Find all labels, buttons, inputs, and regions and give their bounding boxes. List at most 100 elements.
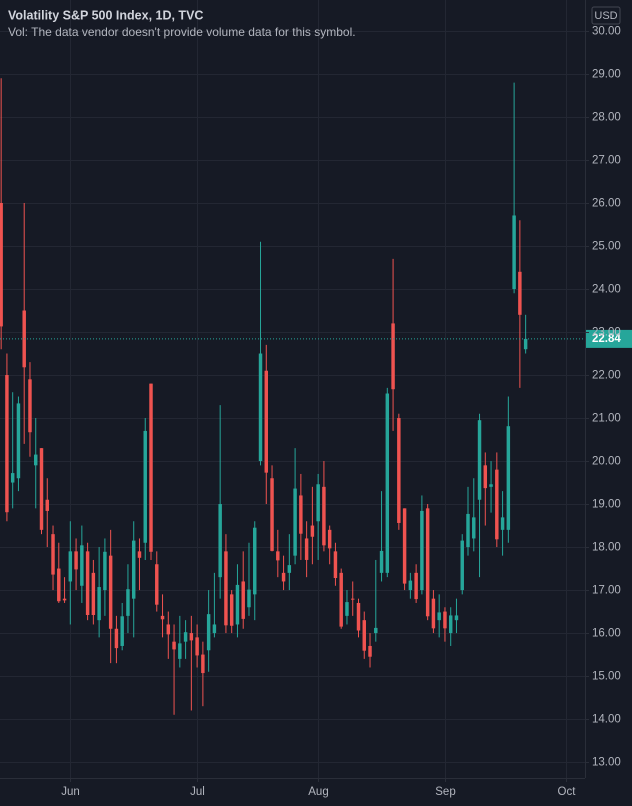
candle-body <box>397 418 401 523</box>
candle-body <box>518 271 522 315</box>
candle-body <box>437 612 441 621</box>
candle-body <box>258 353 263 462</box>
candle-body <box>229 594 234 626</box>
candle-body <box>523 338 528 350</box>
candle-body <box>472 517 476 539</box>
chart-title: Volatility S&P 500 Index, 1D, TVC <box>8 8 203 22</box>
candle-body <box>39 448 44 530</box>
y-tick-label: 25.00 <box>592 241 621 253</box>
candle-body <box>443 611 447 629</box>
candle-body <box>183 632 188 642</box>
candle-body <box>322 486 326 546</box>
y-tick-label: 21.00 <box>592 413 621 425</box>
currency-box[interactable] <box>591 6 621 25</box>
candle-body <box>362 620 366 651</box>
candle-body <box>316 484 320 522</box>
x-tick-label: Jul <box>190 786 205 798</box>
candle-body <box>253 527 257 595</box>
y-tick-label: 16.00 <box>592 628 621 640</box>
candle-body <box>160 615 165 620</box>
candle-body <box>425 508 430 617</box>
y-tick-label: 14.00 <box>592 714 621 726</box>
candle-body <box>368 645 372 657</box>
candle-body <box>374 627 378 634</box>
candle-body <box>391 323 395 390</box>
y-tick-label: 24.00 <box>592 284 621 296</box>
candle-body <box>466 513 470 548</box>
candle-body <box>264 370 269 473</box>
y-tick-label: 27.00 <box>592 155 621 167</box>
candle-body <box>16 403 21 479</box>
candle-body <box>120 616 124 646</box>
candle-body <box>356 602 361 631</box>
chart-subtitle: Vol: The data vendor doesn't provide vol… <box>8 25 356 39</box>
x-tick-label: Oct <box>558 786 577 798</box>
candle-body <box>351 598 355 600</box>
candle-body <box>454 615 459 621</box>
candle-body <box>97 587 101 621</box>
candle-body <box>431 598 436 629</box>
candle-body <box>379 550 384 573</box>
x-tick-label: Sep <box>435 786 455 798</box>
candle-body <box>345 602 349 616</box>
candle-body <box>34 454 38 466</box>
candle-body <box>85 551 90 616</box>
candle-body <box>172 641 176 650</box>
candle-body <box>420 510 424 591</box>
candle-body <box>218 504 222 578</box>
candle-body <box>495 469 499 540</box>
y-tick-label: 19.00 <box>592 499 621 511</box>
candle-body <box>276 551 280 561</box>
candle-body <box>327 529 332 549</box>
candle-body <box>62 598 67 601</box>
currency-label[interactable]: USD <box>594 10 617 22</box>
candle-body <box>131 540 136 599</box>
x-tick-label: Jun <box>61 786 80 798</box>
candle-body <box>149 383 153 552</box>
candle-body <box>270 478 274 551</box>
candle-body <box>10 473 15 483</box>
y-tick-label: 26.00 <box>592 198 621 210</box>
candle-body <box>304 538 309 560</box>
candle-body <box>299 495 303 534</box>
candle-body <box>235 584 240 625</box>
candle-body <box>178 643 182 659</box>
y-tick-label: 13.00 <box>592 757 621 769</box>
candle-body <box>68 551 73 582</box>
x-tick-label: Aug <box>308 786 328 798</box>
y-tick-label: 18.00 <box>592 542 621 554</box>
y-tick-label: 17.00 <box>592 585 621 597</box>
candle-body <box>477 420 482 500</box>
candle-body <box>241 581 245 619</box>
y-tick-label: 20.00 <box>592 456 621 468</box>
candle-body <box>108 555 113 629</box>
candle-body <box>45 499 49 511</box>
candle-body <box>460 540 464 591</box>
candle-body <box>114 628 119 649</box>
candle-body <box>500 517 505 530</box>
candle-body <box>489 484 493 487</box>
candle-body <box>126 589 130 616</box>
candle-body <box>287 565 292 573</box>
candle-body <box>51 534 55 575</box>
candle-body <box>143 430 147 543</box>
candle-body <box>224 551 228 626</box>
y-tick-label: 15.00 <box>592 671 621 683</box>
candle-body <box>103 551 107 591</box>
last-price-box <box>586 329 632 348</box>
candle-body <box>339 572 343 627</box>
candle-body <box>281 572 286 582</box>
candle-body <box>385 393 390 573</box>
y-tick-label: 22.00 <box>592 370 621 382</box>
candle-body <box>80 545 84 586</box>
candle-body <box>293 488 297 556</box>
candle-body <box>201 654 205 674</box>
candle-body <box>57 568 61 602</box>
candle-body <box>212 624 217 634</box>
y-tick-label: 23.00 <box>592 327 621 339</box>
candle-body <box>483 465 488 489</box>
y-tick-label: 28.00 <box>592 112 621 124</box>
candle-body <box>74 551 78 570</box>
